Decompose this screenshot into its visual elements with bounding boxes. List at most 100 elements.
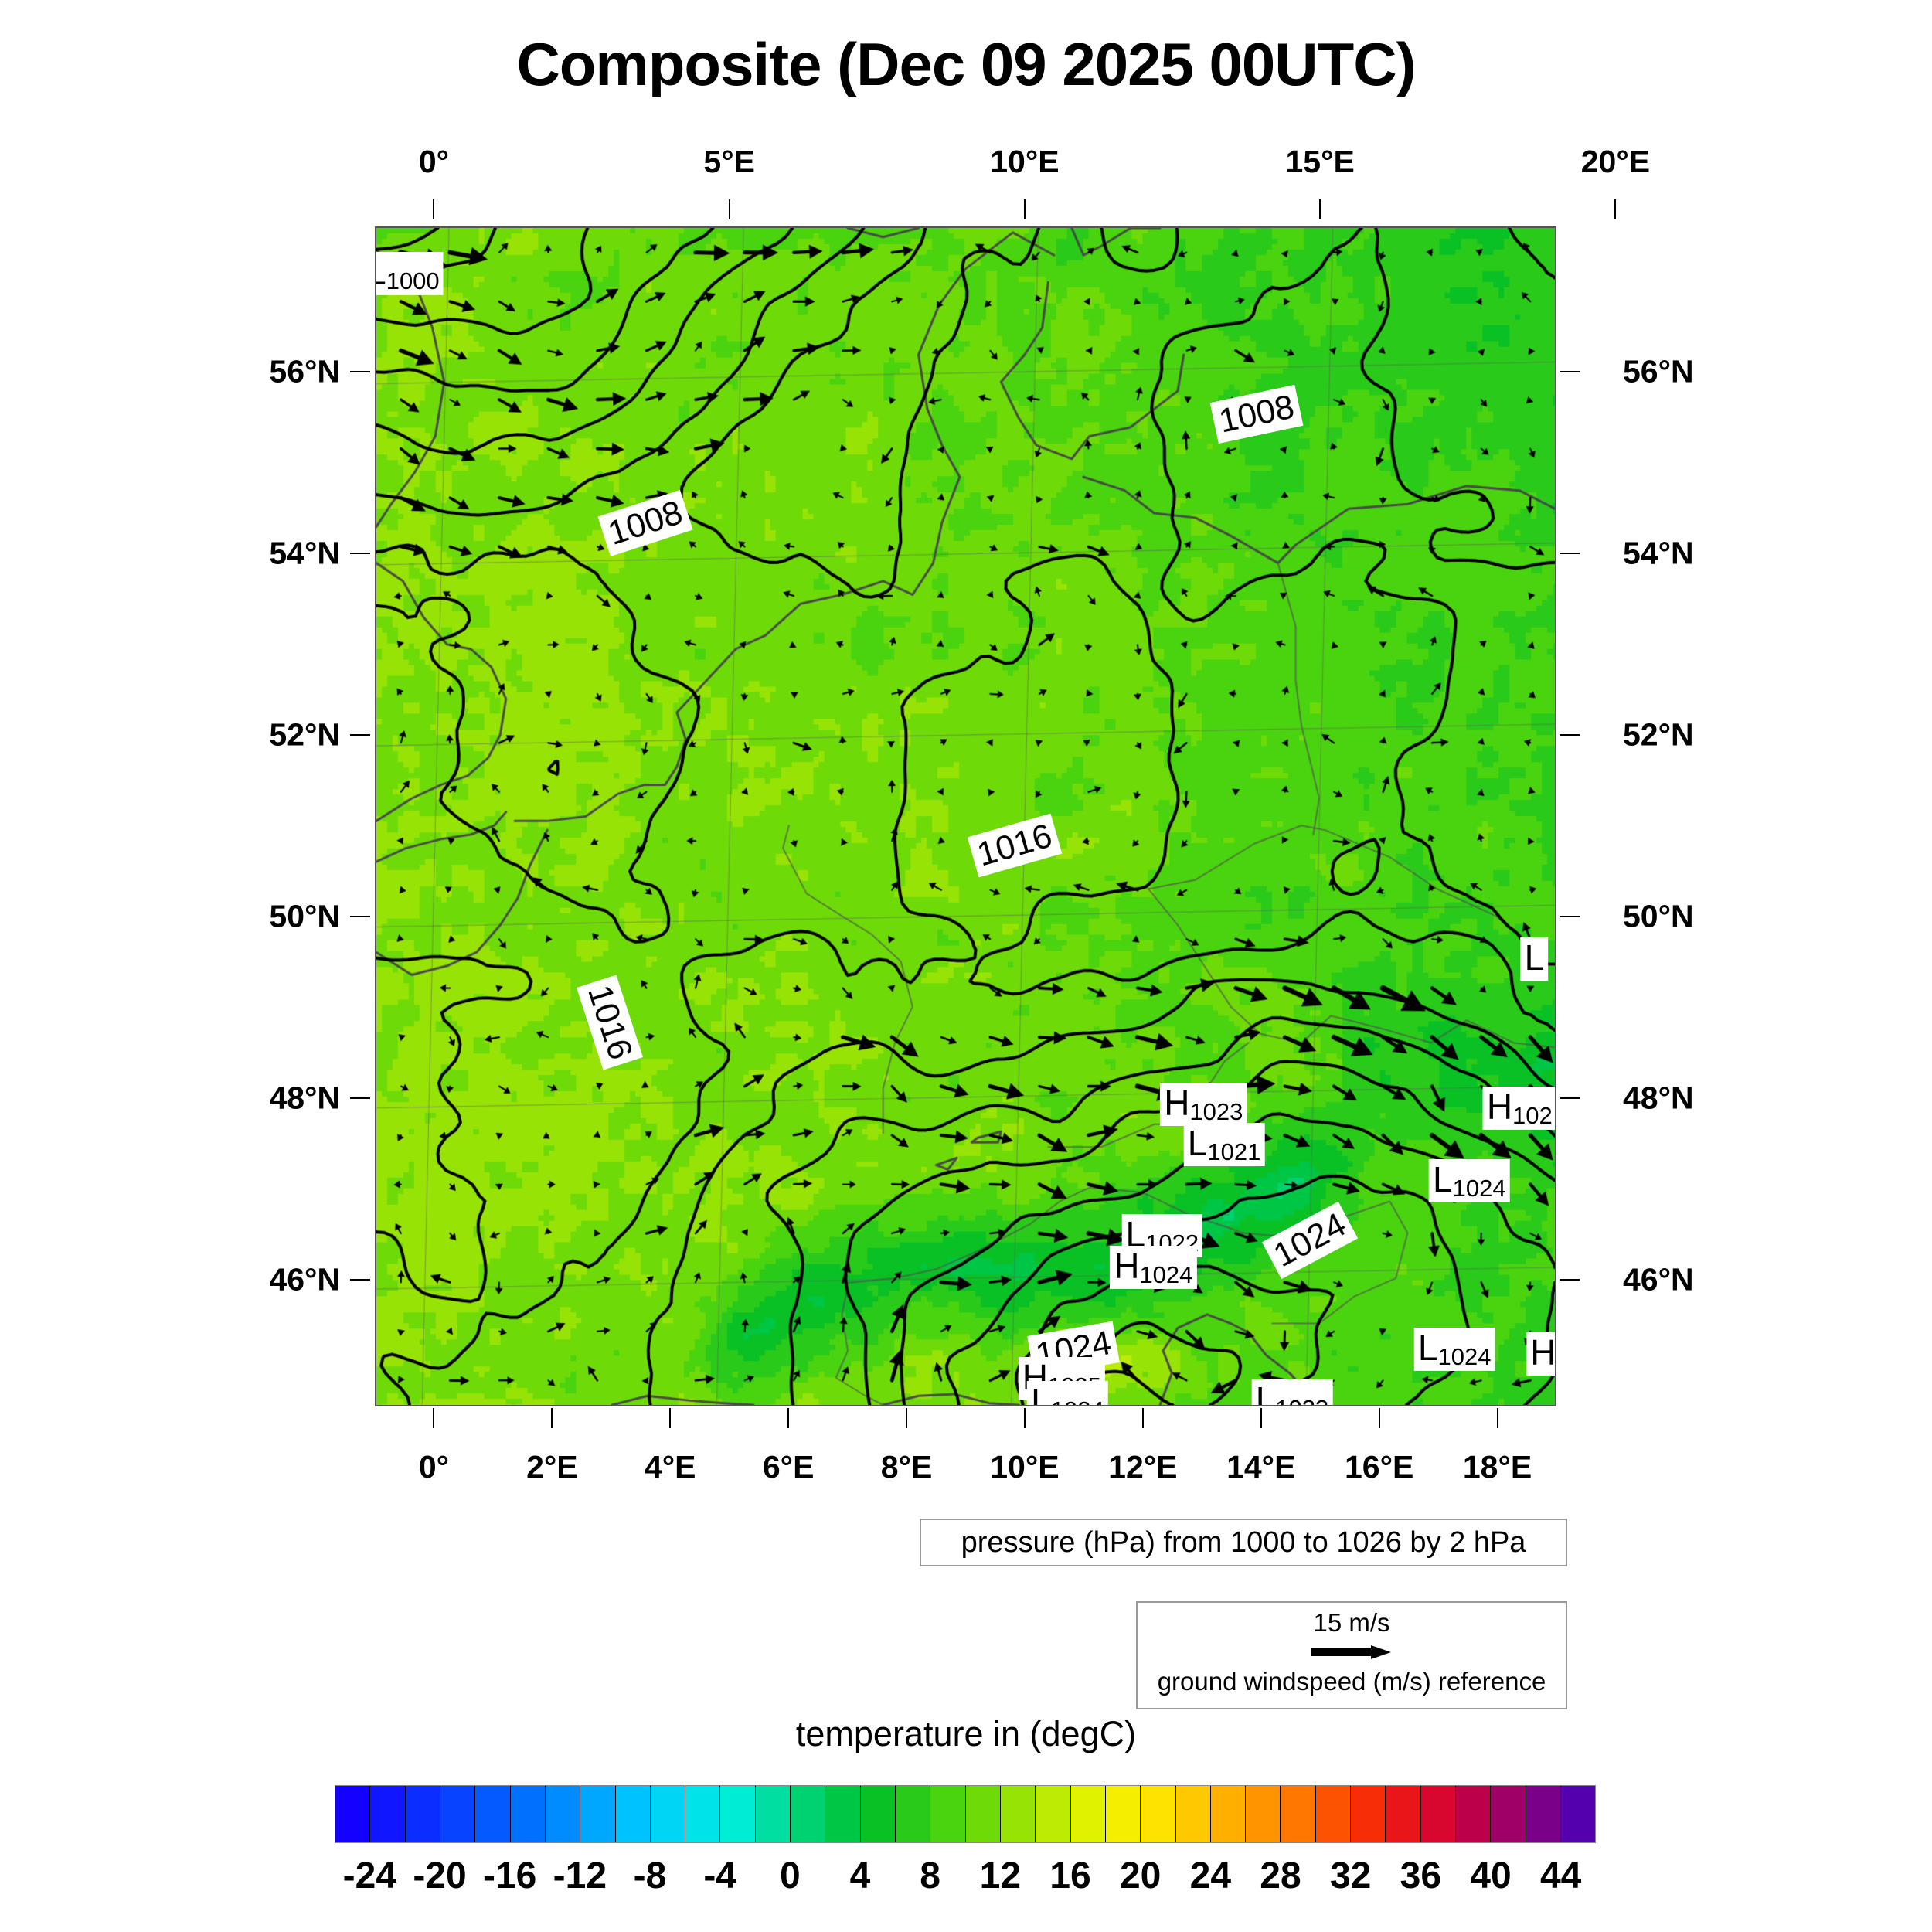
pressure-center-kind: L [376,252,386,292]
axis-tick-label-right: 50°N [1623,898,1694,934]
axis-tick-mark-top [1319,199,1321,219]
pressure-center-value: 1024 [1139,1260,1193,1288]
pressure-high-center-label: H1024 [1110,1245,1197,1289]
axis-tick-label-bottom: 4°E [644,1449,696,1485]
pressure-center-kind: L [1255,1379,1276,1406]
colorbar-tick-label: 44 [1539,1855,1582,1896]
axis-tick-mark-right [1560,1097,1580,1099]
colorbar-tick-label: 32 [1329,1855,1372,1896]
colorbar-cell [685,1786,721,1842]
colorbar-cell [1386,1786,1421,1842]
axis-tick-label-top: 10°E [990,144,1060,179]
colorbar-cell [1315,1786,1352,1842]
axis-tick-mark-right [1560,915,1580,917]
pressure-center-kind: L [1524,937,1545,978]
axis-tick-label-bottom: 12°E [1108,1449,1178,1485]
pressure-high-center-label: H [1526,1332,1556,1376]
colorbar-cell [405,1786,440,1842]
colorbar-cell [510,1786,546,1842]
axis-tick-label-left: 50°N [269,898,340,934]
colorbar-title: temperature in (degC) [795,1714,1137,1753]
colorbar-cell [720,1786,756,1842]
pressure-center-value: 1024 [1437,1342,1492,1370]
colorbar-cell [930,1786,966,1842]
colorbar-cell [440,1786,476,1842]
pressure-low-center-label: L1021 [1183,1123,1265,1167]
colorbar-cell [1351,1786,1386,1842]
pressure-low-center-label: L1000 [376,251,444,295]
pressure-center-kind: L [1187,1123,1208,1164]
axis-tick-label-right: 54°N [1623,535,1694,571]
axis-tick-label-right: 48°N [1623,1080,1694,1116]
colorbar-cell [1105,1786,1141,1842]
colorbar-cell [791,1786,826,1842]
colorbar-cell [545,1786,581,1842]
colorbar-tick-label: 28 [1260,1855,1301,1896]
colorbar-tick-label: 8 [920,1855,941,1896]
colorbar-cell [1491,1786,1526,1842]
axis-tick-label-top: 15°E [1285,144,1355,179]
pressure-low-center-label: L [1520,937,1549,981]
wind-reference-arrow-icon [1138,1638,1566,1666]
axis-tick-mark-top [433,199,435,219]
colorbar-cell [1210,1786,1247,1842]
colorbar-cell [755,1786,791,1842]
colorbar-cell [896,1786,931,1842]
axis-tick-mark-top [728,199,730,219]
axis-tick-label-bottom: 2°E [526,1449,578,1485]
contour-and-wind-layer [376,228,1555,1405]
colorbar-cell [860,1786,896,1842]
axis-tick-mark-bottom [551,1408,553,1428]
axis-tick-label-top: 5°E [703,144,755,179]
axis-tick-mark-left [350,733,370,736]
pressure-center-kind: H [1164,1082,1190,1123]
colorbar-cell [1000,1786,1036,1842]
axis-tick-label-bottom: 0° [418,1449,450,1485]
pressure-center-value: 1023 [1275,1395,1328,1405]
axis-tick-mark-left [350,1097,370,1099]
colorbar-cell [1420,1786,1456,1842]
axis-tick-label-bottom: 14°E [1226,1449,1296,1485]
axis-tick-mark-bottom [906,1408,908,1428]
axis-tick-mark-top [1614,199,1617,219]
axis-tick-label-bottom: 8°E [880,1449,933,1485]
colorbar-tick-label: 16 [1049,1855,1091,1896]
colorbar-cell [650,1786,686,1842]
axis-tick-mark-bottom [669,1408,672,1428]
pressure-center-kind: H [1530,1332,1556,1372]
axis-tick-mark-bottom [1378,1408,1380,1428]
colorbar-cell [1560,1786,1596,1842]
colorbar-cell [615,1786,651,1842]
wind-reference-legend-box: 15 m/s ground windspeed (m/s) reference [1136,1601,1567,1709]
pressure-low-center-label: L1023 [1251,1379,1333,1406]
axis-tick-label-left: 56°N [269,353,340,389]
pressure-center-value: 1024 [1452,1175,1506,1202]
colorbar-tick-label: 4 [849,1855,871,1896]
axis-tick-label-left: 48°N [269,1080,340,1116]
temperature-colorbar[interactable] [335,1785,1596,1843]
pressure-low-center-label: L1024 [1413,1327,1495,1371]
map-plot-area[interactable]: 100810081016101610241024L1000LH1023H102L… [375,226,1556,1406]
axis-tick-mark-bottom [1141,1408,1144,1428]
pressure-center-kind: L [1433,1159,1453,1200]
pressure-center-kind: L [1417,1327,1438,1368]
axis-tick-label-right: 52°N [1623,716,1694,753]
axis-tick-label-bottom: 6°E [762,1449,815,1485]
colorbar-tick-label: -4 [703,1855,736,1896]
colorbar-cell [1141,1786,1176,1842]
colorbar-tick-label: 36 [1400,1855,1442,1896]
colorbar-tick-label: 20 [1119,1855,1162,1896]
colorbar-cell [1281,1786,1316,1842]
colorbar-tick-label: 12 [979,1855,1022,1896]
pressure-low-center-label: L1024 [1027,1380,1108,1406]
colorbar-cell [370,1786,406,1842]
pressure-center-value: 1000 [386,267,440,294]
pressure-center-value: 102 [1512,1102,1553,1130]
axis-tick-label-bottom: 18°E [1462,1449,1532,1485]
axis-tick-mark-left [350,552,370,554]
axis-tick-label-bottom: 10°E [990,1449,1060,1485]
colorbar-cell [1246,1786,1281,1842]
pressure-center-kind: L [1031,1380,1051,1406]
colorbar-cell [580,1786,616,1842]
pressure-center-value: 1024 [1051,1396,1104,1405]
